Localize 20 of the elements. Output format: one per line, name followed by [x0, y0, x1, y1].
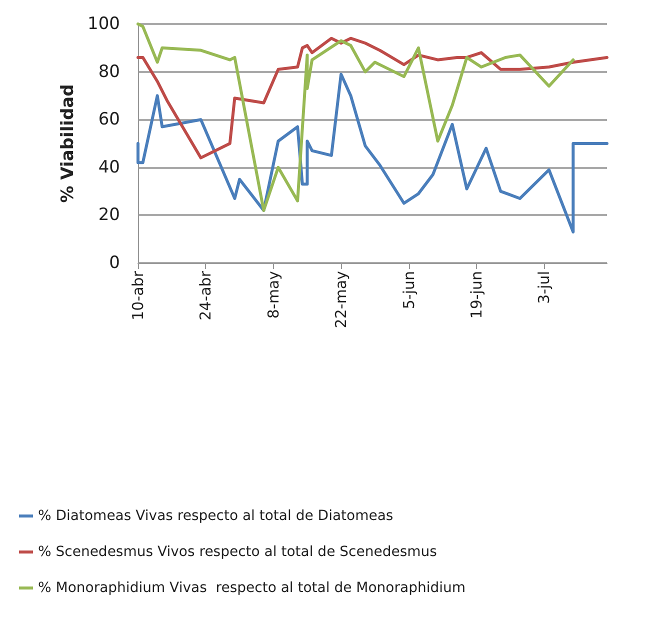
legend-label: % Monoraphidium Vivas respecto al total de Monoraphidium	[38, 580, 466, 596]
x-tick-label: 10-abr	[129, 270, 147, 320]
legend-label: % Diatomeas Vivas respecto al total de Diatomeas	[38, 508, 394, 524]
x-tick-label: 24-abr	[196, 270, 215, 320]
y-axis-title: % Viabilidad	[58, 84, 78, 203]
line-series	[136, 22, 575, 212]
x-tick-label: 19-jun	[467, 271, 486, 319]
y-tick-label: 40	[98, 157, 120, 178]
line-series	[136, 36, 608, 160]
x-tick-label: 22-may	[332, 270, 350, 328]
x-tick-label: 3-jul	[535, 271, 554, 304]
y-tick-label: 0	[109, 253, 120, 273]
y-tick-label: 20	[98, 205, 120, 226]
y-tick-label: 100	[88, 14, 120, 34]
x-tick-label: 8-may	[264, 270, 282, 319]
y-tick-label: 80	[98, 62, 120, 82]
x-tick-label: 5-jun	[400, 271, 418, 310]
legend-label: % Scenedesmus Vivos respecto al total de Scenedesmus	[38, 544, 437, 560]
y-tick-label: 60	[98, 110, 120, 130]
line-series	[136, 72, 608, 234]
